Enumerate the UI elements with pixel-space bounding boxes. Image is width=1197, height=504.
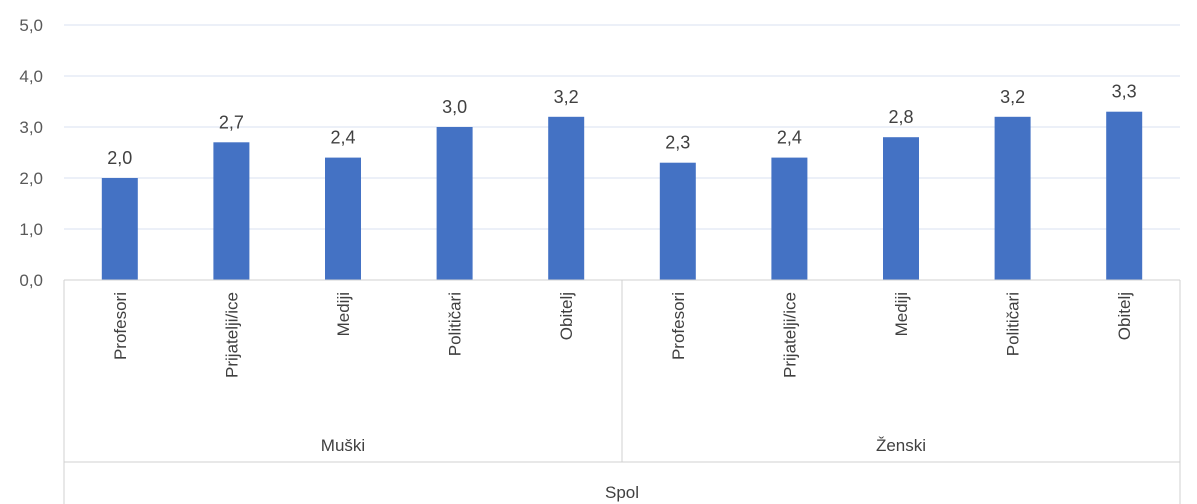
bar: [436, 127, 473, 280]
gridlines: [64, 24, 1180, 230]
category-label: Profesori: [669, 292, 688, 360]
data-label: 2,8: [888, 107, 913, 127]
data-label: 2,4: [330, 128, 355, 148]
data-label: 2,4: [777, 128, 802, 148]
bar: [101, 178, 138, 280]
bar: [548, 116, 585, 280]
data-label: 2,0: [107, 148, 132, 168]
category-label: Obitelj: [1115, 292, 1134, 340]
bar: [771, 157, 808, 280]
category-label: Političari: [446, 292, 465, 356]
category-label: Mediji: [334, 292, 353, 336]
bar: [213, 142, 250, 280]
y-tick-label: 2,0: [19, 169, 43, 188]
group-label: Muški: [321, 436, 365, 455]
bar: [883, 137, 919, 280]
category-label: Političari: [1004, 292, 1023, 356]
data-labels: 2,0 2,7 2,4 3,0 3,2 2,3 2,4 2,8 3,2 3,3: [107, 82, 1136, 168]
y-tick-label: 3,0: [19, 118, 43, 137]
data-label: 3,2: [554, 87, 579, 107]
bar: [994, 116, 1031, 280]
y-axis-ticks: 0,0 1,0 2,0 3,0 4,0 5,0: [19, 16, 43, 290]
data-label: 2,7: [219, 112, 244, 132]
data-label: 3,0: [442, 97, 467, 117]
data-label: 2,3: [665, 133, 690, 153]
bar: [325, 157, 361, 280]
category-label: Prijatelji/ice: [780, 292, 799, 378]
bar: [1106, 111, 1143, 280]
y-tick-label: 0,0: [19, 271, 43, 290]
x-axis: Profesori Prijatelji/ice Mediji Političari O…: [63, 279, 1181, 504]
data-label: 3,3: [1112, 82, 1137, 102]
category-label: Mediji: [892, 292, 911, 336]
y-tick-label: 5,0: [19, 16, 43, 35]
category-label: Profesori: [111, 292, 130, 360]
y-tick-label: 4,0: [19, 67, 43, 86]
data-label: 3,2: [1000, 87, 1025, 107]
y-tick-label: 1,0: [19, 220, 43, 239]
x-axis-title: Spol: [605, 483, 639, 502]
bar: [659, 162, 696, 280]
category-label: Obitelj: [557, 292, 576, 340]
group-label: Ženski: [876, 436, 926, 455]
bars: [101, 111, 1143, 280]
category-label: Prijatelji/ice: [222, 292, 241, 378]
